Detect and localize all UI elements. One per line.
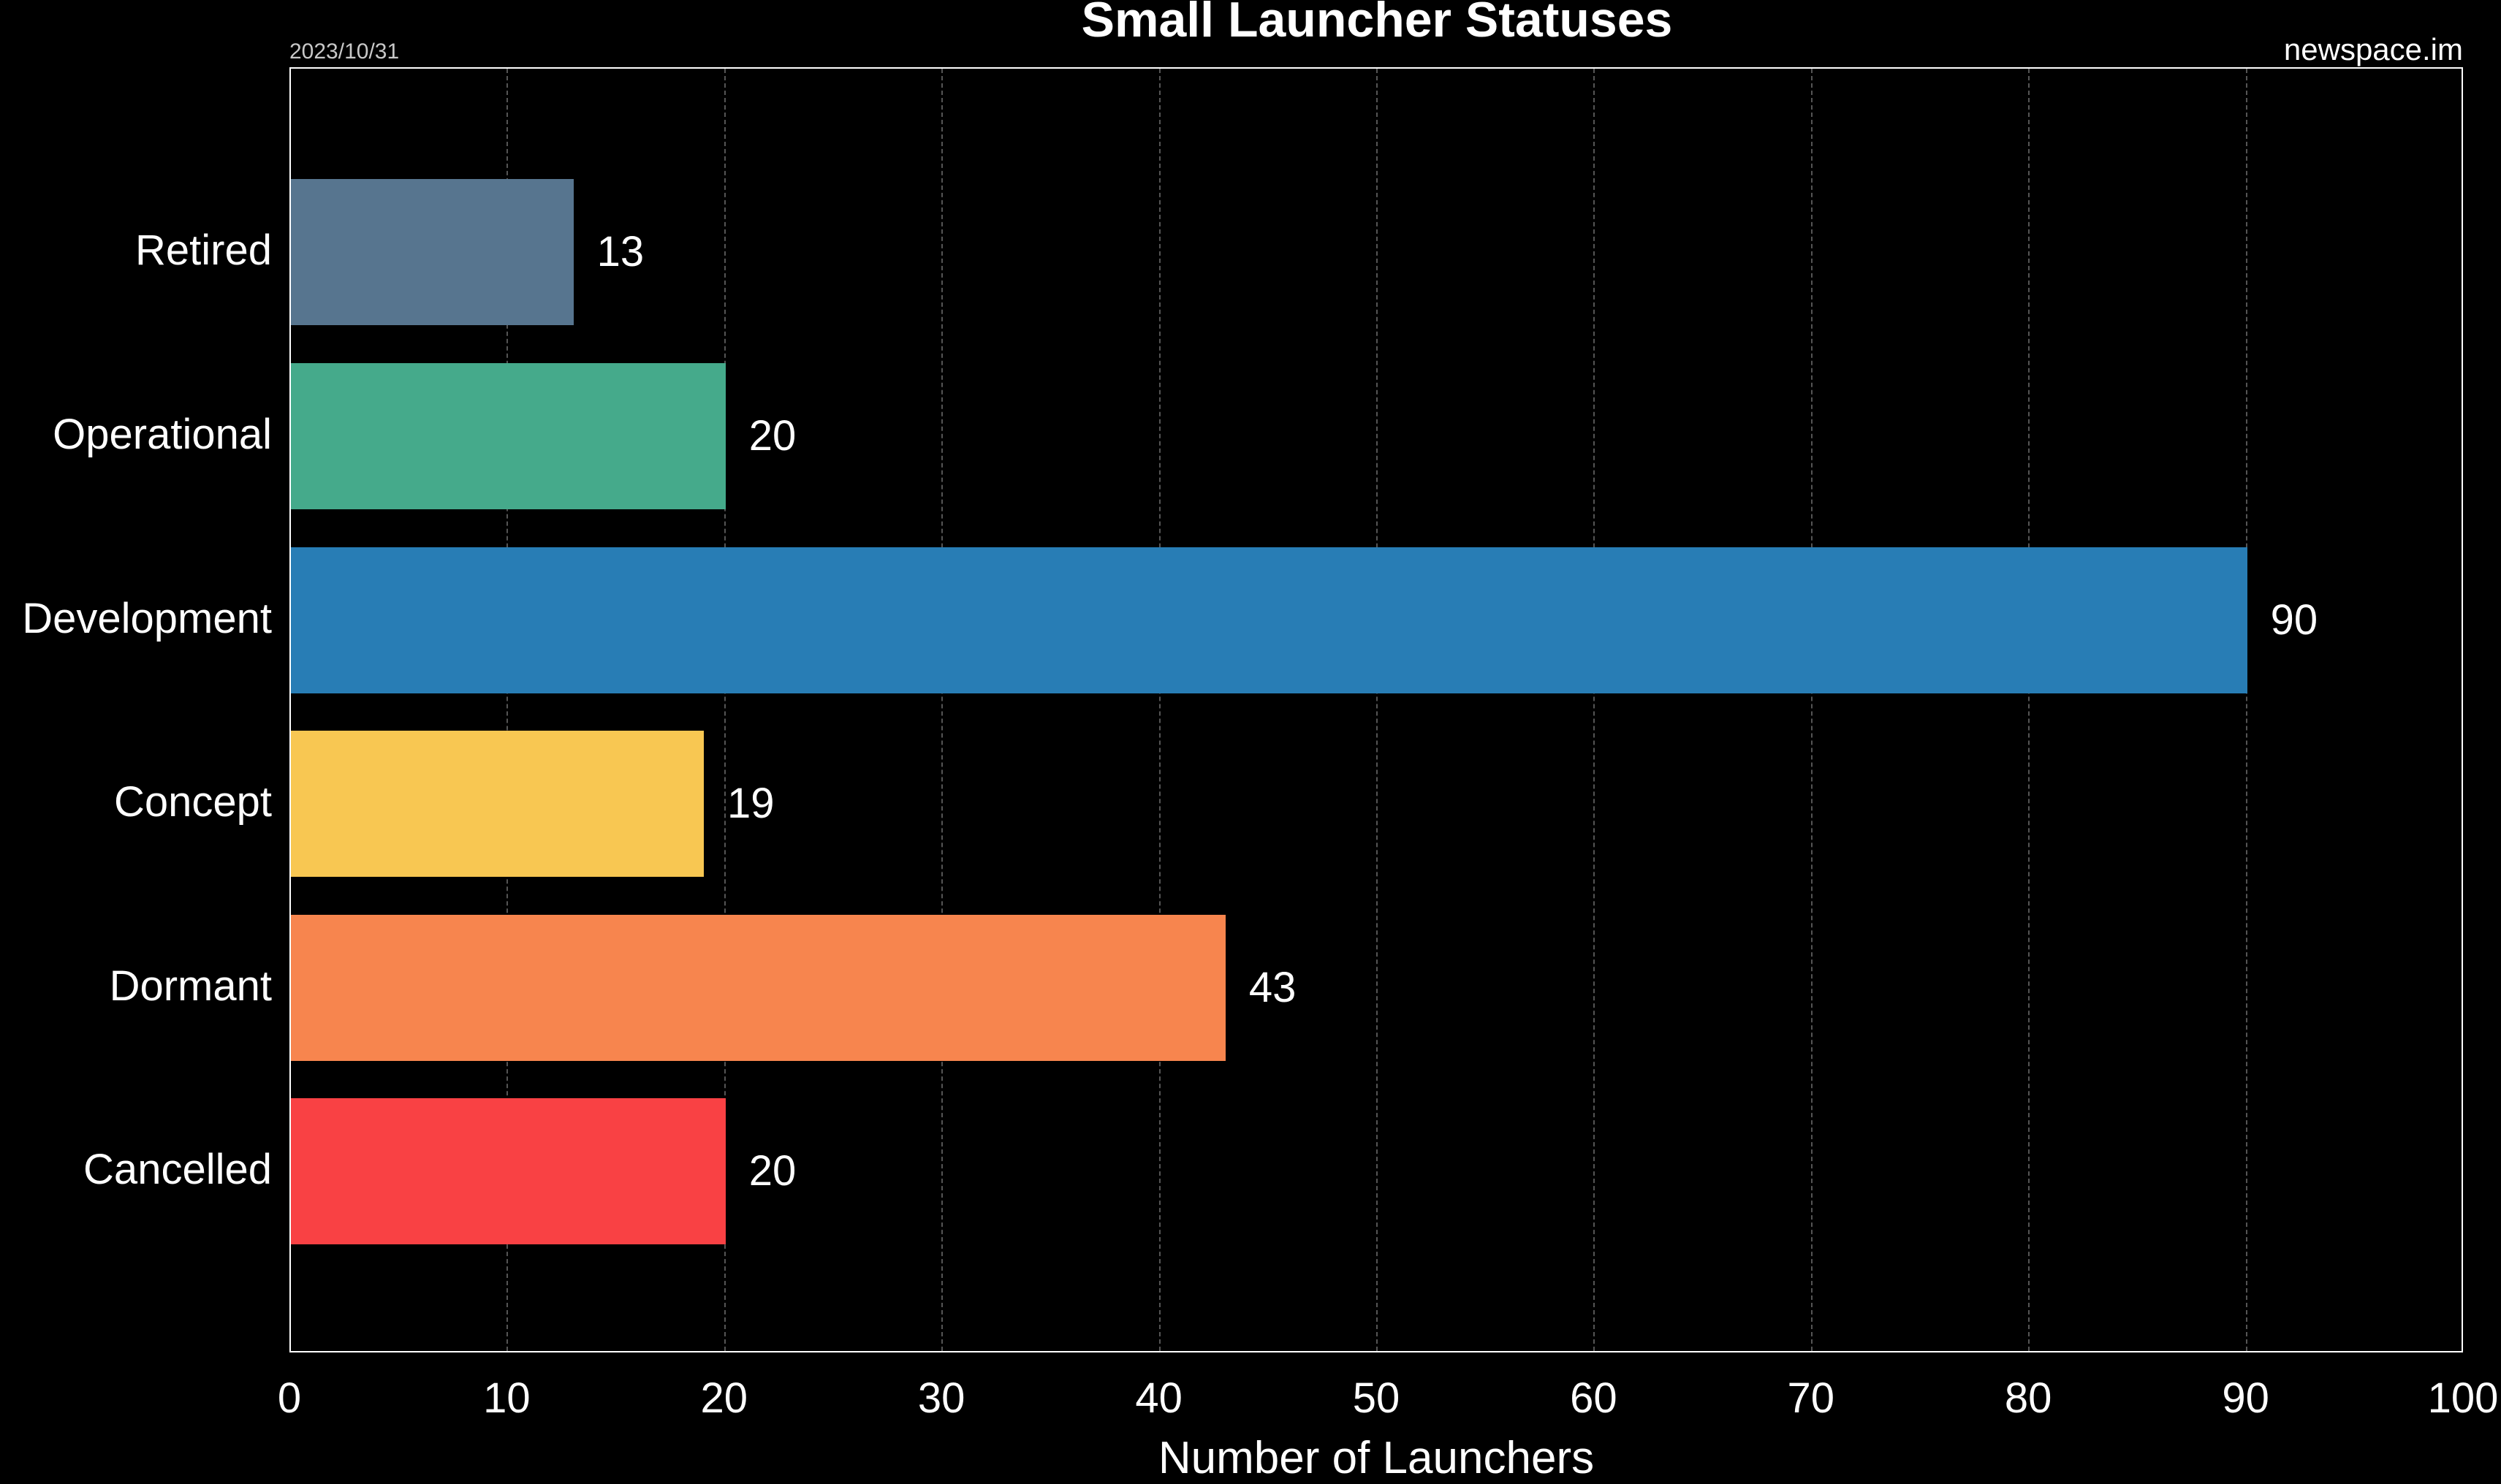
bar-concept [291, 731, 705, 877]
gridline [2028, 69, 2030, 1351]
x-tick-label: 70 [1787, 1374, 1835, 1422]
bar-value-label: 20 [748, 412, 797, 460]
gridline [1158, 69, 1161, 1351]
bar-value-label: 19 [727, 780, 775, 827]
category-label: Dormant [109, 962, 272, 1010]
x-tick-label: 20 [700, 1374, 748, 1422]
bar-development [291, 547, 2247, 693]
chart-title: Small Launcher Statuses [1081, 0, 1673, 47]
x-tick-label: 90 [2222, 1374, 2269, 1422]
x-tick-label: 100 [2427, 1374, 2499, 1422]
x-tick-label: 0 [277, 1374, 302, 1422]
bar-retired [291, 179, 574, 325]
gridline [724, 69, 726, 1351]
x-tick-label: 80 [2004, 1374, 2052, 1422]
x-tick-label: 60 [1570, 1374, 1617, 1422]
gridline [1376, 69, 1378, 1351]
gridline [2245, 69, 2247, 1351]
bar-operational [291, 363, 726, 509]
x-tick-label: 50 [1352, 1374, 1400, 1422]
category-label: Development [22, 595, 272, 642]
x-tick-label: 30 [917, 1374, 965, 1422]
gridline [941, 69, 944, 1351]
source-label: newspace.im [2283, 32, 2463, 66]
gridline [506, 69, 509, 1351]
bar-dormant [291, 915, 1226, 1061]
bar-value-label: 43 [1248, 964, 1297, 1011]
plot-area: 13 20 90 19 43 20 [289, 67, 2463, 1352]
x-axis-label: Number of Launchers [1158, 1433, 1595, 1483]
date-label: 2023/10/31 [289, 39, 400, 64]
category-label: Retired [135, 227, 272, 274]
bar-cancelled [291, 1098, 726, 1244]
gridline [1593, 69, 1595, 1351]
bar-value-label: 20 [748, 1147, 797, 1195]
gridline [1810, 69, 1813, 1351]
category-label: Cancelled [83, 1146, 272, 1193]
x-tick-label: 40 [1135, 1374, 1183, 1422]
bar-value-label: 90 [2270, 596, 2318, 644]
category-label: Operational [53, 411, 272, 458]
x-tick-label: 10 [483, 1374, 531, 1422]
category-label: Concept [113, 778, 272, 826]
bar-value-label: 13 [596, 228, 645, 275]
